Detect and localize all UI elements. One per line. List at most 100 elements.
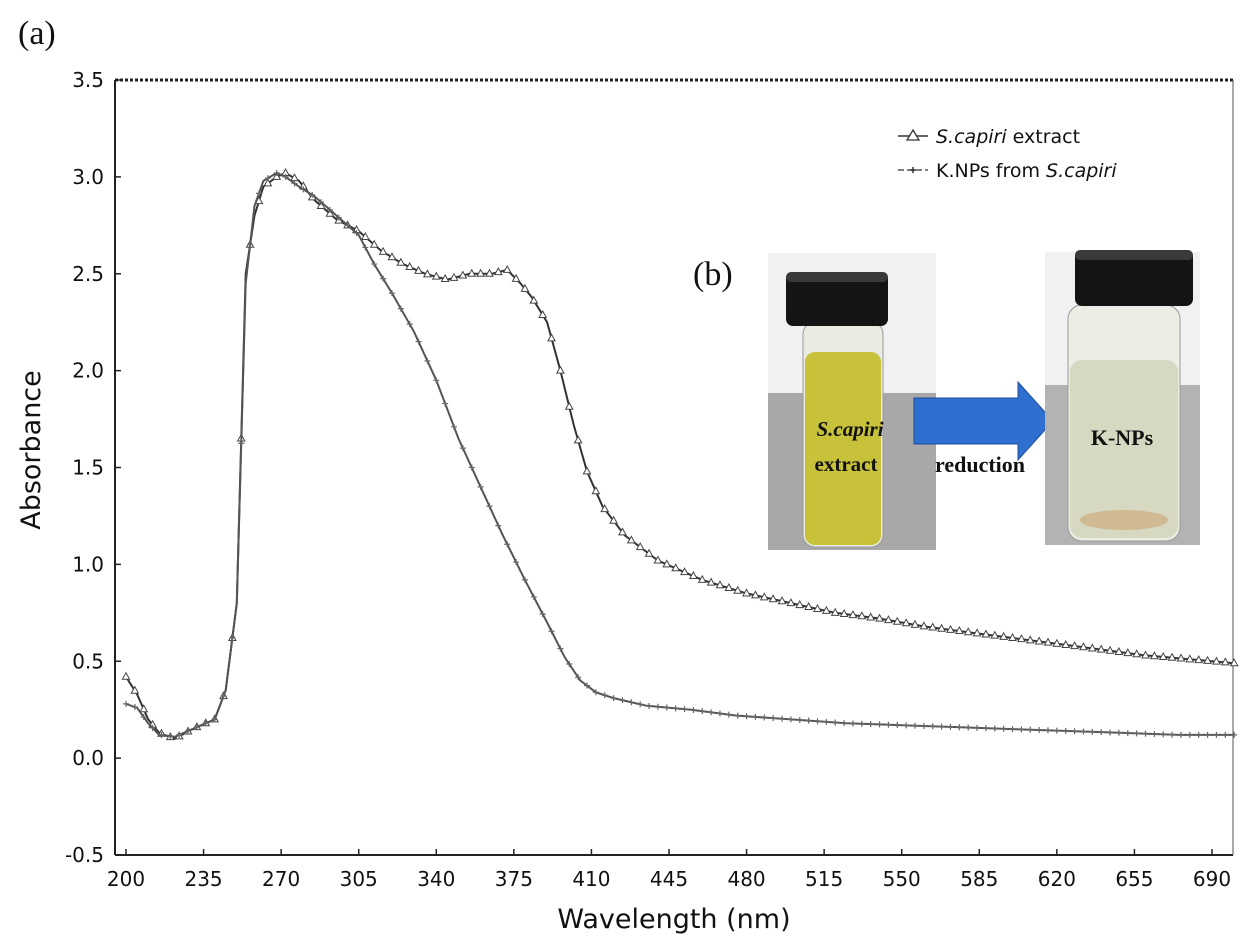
data-point-extract	[1229, 658, 1239, 667]
data-point-extract	[813, 603, 822, 612]
legend-entry-extract: S.capiri extract	[898, 126, 1080, 148]
data-point-extract	[839, 608, 849, 617]
data-point-knps	[796, 716, 803, 723]
data-point-knps	[273, 170, 280, 176]
data-point-extract	[883, 615, 893, 624]
data-point-extract	[1211, 656, 1221, 665]
data-point-extract	[263, 178, 273, 187]
data-point-extract	[1096, 644, 1106, 653]
data-point-knps	[832, 719, 839, 726]
data-point-knps	[513, 559, 520, 566]
data-point-knps	[131, 703, 138, 710]
data-point-knps	[300, 186, 307, 193]
vial-cap-right	[1075, 250, 1193, 306]
legend: S.capiri extract K.NPs from S.capiri	[898, 126, 1117, 182]
x-tick-label: 690	[1193, 867, 1231, 891]
data-point-knps	[442, 400, 449, 407]
data-point-knps	[1044, 727, 1051, 734]
data-point-knps	[566, 661, 573, 668]
data-point-extract	[963, 627, 973, 636]
data-point-knps	[309, 191, 316, 198]
data-point-extract	[316, 200, 326, 209]
x-tick-label: 620	[1038, 867, 1076, 891]
data-point-extract	[387, 252, 397, 261]
data-point-knps	[849, 720, 856, 727]
data-point-knps	[255, 190, 262, 197]
data-point-knps	[601, 692, 608, 699]
data-point-knps	[415, 338, 422, 345]
vial-cap-left	[786, 272, 888, 326]
data-point-extract	[999, 631, 1009, 640]
legend-cross-icon	[910, 167, 916, 173]
data-point-extract	[121, 671, 131, 680]
data-point-knps	[371, 261, 378, 268]
data-point-knps	[486, 503, 493, 510]
y-tick-label: 1.0	[72, 552, 104, 576]
y-tick-label: 1.5	[72, 456, 104, 480]
x-tick-label: 655	[1115, 867, 1153, 891]
arrow-label-reduction: reduction	[935, 452, 1025, 477]
legend-label-knps-plain: K.NPs from	[936, 160, 1046, 182]
data-point-extract	[688, 570, 698, 579]
legend-label-extract-italic: S.capiri	[936, 126, 1007, 148]
data-point-extract	[1149, 651, 1159, 660]
data-point-knps	[282, 173, 289, 180]
data-point-extract	[972, 628, 982, 637]
data-point-extract	[981, 629, 991, 638]
data-point-knps	[903, 722, 910, 729]
data-point-knps	[823, 718, 830, 725]
data-point-knps	[1107, 729, 1114, 736]
data-point-knps	[1053, 727, 1060, 734]
data-point-extract	[990, 630, 1000, 639]
data-point-knps	[947, 723, 954, 730]
data-point-knps	[149, 724, 156, 731]
x-tick-label: 305	[340, 867, 378, 891]
data-point-extract	[467, 268, 477, 277]
data-point-extract	[511, 273, 521, 282]
data-point-knps	[1222, 731, 1229, 738]
data-point-knps	[1018, 726, 1025, 733]
data-point-extract	[529, 295, 539, 304]
data-point-knps	[344, 222, 351, 229]
data-point-extract	[1061, 639, 1071, 648]
data-point-knps	[619, 697, 626, 704]
data-point-extract	[733, 585, 743, 594]
vial-liquid-extract	[805, 352, 881, 545]
data-point-extract	[1158, 651, 1168, 660]
data-point-knps	[770, 715, 777, 722]
y-tick-label: 0.0	[72, 746, 104, 770]
data-point-knps	[716, 710, 723, 717]
data-point-knps	[867, 721, 874, 728]
data-point-extract	[848, 610, 858, 619]
data-point-extract	[697, 574, 707, 583]
x-tick-label: 550	[883, 867, 921, 891]
data-point-knps	[1009, 726, 1016, 733]
data-point-extract	[901, 618, 911, 627]
data-point-knps	[690, 706, 697, 713]
data-point-knps	[291, 180, 298, 187]
data-point-extract	[396, 257, 406, 266]
x-tick-label: 270	[262, 867, 300, 891]
y-tick-label: 2.0	[72, 359, 104, 383]
data-point-extract	[591, 486, 601, 495]
data-point-knps	[1195, 731, 1202, 738]
data-point-knps	[451, 423, 458, 430]
data-point-extract	[671, 563, 681, 572]
data-point-extract	[360, 231, 370, 240]
data-point-extract	[1008, 632, 1017, 641]
data-point-extract	[1114, 646, 1124, 655]
data-point-extract	[786, 598, 796, 607]
data-point-knps	[495, 522, 502, 529]
data-point-knps	[202, 720, 209, 727]
data-point-knps	[920, 722, 927, 729]
data-point-extract	[458, 270, 468, 279]
vial-cap-right-highlight	[1075, 250, 1193, 260]
data-point-extract	[538, 309, 548, 318]
data-point-knps	[1124, 730, 1131, 737]
data-point-extract	[1141, 650, 1150, 659]
data-point-knps	[539, 610, 546, 617]
data-point-knps	[575, 674, 582, 681]
data-point-knps	[725, 711, 732, 718]
data-point-knps	[185, 728, 192, 734]
data-point-extract	[272, 171, 282, 180]
